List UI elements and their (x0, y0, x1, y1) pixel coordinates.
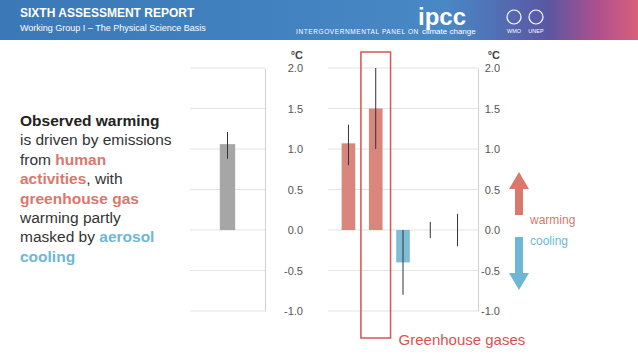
partner-name: WMO (507, 28, 522, 34)
axis-title: °C (488, 49, 500, 61)
tick-label: -0.5 (481, 265, 500, 277)
grid-line (190, 108, 265, 109)
tick-label: -0.5 (284, 265, 303, 277)
header-org: INTERGOVERNMENTAL PANEL ONclimate change (296, 27, 476, 36)
y-axis: -1.0 -0.5 0.0 0.5 1.0 1.5 2.0 (478, 62, 500, 317)
slide-canvas: SIXTH ASSESSMENT REPORT Working Group I –… (0, 0, 638, 359)
tick-label: 0.5 (485, 184, 500, 196)
arrow-down (509, 237, 529, 290)
arrow-label: warming (529, 213, 575, 227)
tick-label: 0.5 (288, 184, 303, 196)
slide: SIXTH ASSESSMENT REPORT Working Group I –… (0, 0, 638, 359)
body-text-segment: Observed warming (20, 112, 160, 129)
grid (328, 68, 478, 311)
body-text-line: masked by aerosol (20, 228, 154, 245)
grid-line (328, 108, 478, 109)
tick: -0.5 (265, 265, 303, 277)
tick-label: 2.0 (485, 62, 500, 74)
tick: -0.5 (478, 265, 500, 277)
body-text-line: warming partly (19, 209, 121, 226)
axis-line (265, 69, 266, 312)
org-prefix: INTERGOVERNMENTAL PANEL ON (296, 28, 419, 35)
header-bar (0, 0, 638, 40)
body-text-line: is driven by emissions (20, 131, 172, 148)
axis-line (478, 69, 479, 312)
grid-line (328, 311, 478, 312)
tick-label: -1.0 (481, 305, 500, 317)
error-bar (375, 68, 376, 149)
tick: 2.0 (265, 62, 303, 74)
body-text-segment: aerosol (99, 228, 154, 245)
tick: 0.5 (265, 184, 303, 196)
body-text-line: greenhouse gas (20, 190, 139, 207)
tick-label: 1.5 (288, 103, 303, 115)
body-text-line: activities, with (20, 170, 123, 187)
org-name: climate change (422, 27, 476, 36)
tick-label: 1.0 (288, 143, 303, 155)
error-bar (348, 125, 349, 166)
tick-label: 1.0 (485, 143, 500, 155)
body-text-line: from human (20, 151, 106, 168)
tick: 1.0 (265, 143, 303, 155)
y-axis: -1.0 -0.5 0.0 0.5 1.0 1.5 2.0 (265, 62, 303, 317)
arrow-label: cooling (530, 234, 568, 248)
header-logo: ipcc (418, 3, 466, 30)
grid-line (190, 270, 265, 271)
body-text-line: cooling (20, 248, 75, 265)
tick: 1.5 (265, 103, 303, 115)
tick: 1.5 (478, 103, 500, 115)
grid (190, 68, 265, 311)
highlight-box (361, 52, 391, 338)
tick-label: 0.0 (288, 224, 303, 236)
tick: -1.0 (478, 305, 500, 317)
tick-label: 0.0 (485, 224, 500, 236)
plot-marks (220, 132, 235, 230)
grid-line (328, 68, 478, 69)
error-bar (457, 214, 458, 246)
body-text-segment: activities (20, 170, 86, 187)
tick: 0.0 (478, 224, 500, 236)
header-subtitle: Working Group I – The Physical Science B… (20, 23, 206, 33)
tick: 1.0 (478, 143, 500, 155)
header-title: SIXTH ASSESSMENT REPORT (20, 6, 195, 20)
body-text-segment: greenhouse gas (20, 190, 139, 207)
error-bar (227, 132, 228, 159)
partner-emblem (529, 10, 543, 24)
tick: 0.5 (478, 184, 500, 196)
arrow-up (509, 172, 529, 215)
tick: -1.0 (265, 305, 303, 317)
tick: 2.0 (478, 62, 500, 74)
axis-title: °C (291, 49, 303, 61)
body-text-segment: , with (86, 170, 122, 187)
tick-label: -1.0 (284, 305, 303, 317)
body-text-segment: human (55, 151, 106, 168)
body-text-line: Observed warming (20, 112, 160, 129)
tick: 0.0 (265, 224, 303, 236)
body-text-segment: from (20, 151, 55, 168)
body-text-segment: cooling (20, 248, 75, 265)
chart: -1.0 -0.5 0.0 0.5 1.0 1.5 2.0°C (190, 49, 303, 317)
plot-marks (342, 68, 458, 295)
body-text-segment: is driven by emissions (20, 131, 172, 148)
error-bar (430, 222, 431, 238)
annotation: Greenhouse gases (399, 331, 526, 348)
partner-name: UNEP (528, 28, 544, 34)
body-text-segment: warming partly (19, 209, 121, 226)
tick-label: 1.5 (485, 103, 500, 115)
grid-line (190, 68, 265, 69)
grid-line (190, 311, 265, 312)
error-bar (403, 230, 404, 295)
body-text-segment: masked by (20, 228, 99, 245)
chart: -1.0 -0.5 0.0 0.5 1.0 1.5 2.0°C Greenhouse gase… (328, 49, 525, 348)
partner-emblem (507, 10, 521, 24)
tick-label: 2.0 (288, 62, 303, 74)
